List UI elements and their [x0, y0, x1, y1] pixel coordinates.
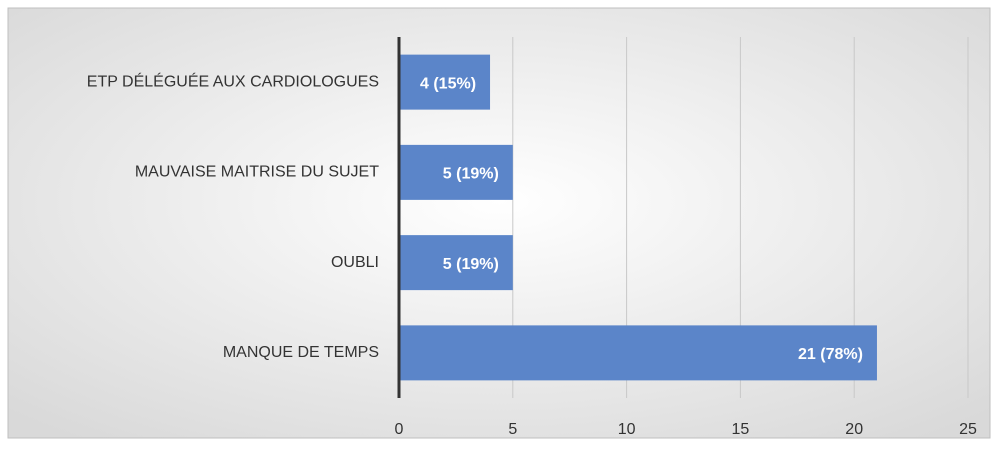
x-tick-label: 20: [845, 421, 863, 438]
bar: [399, 54, 491, 110]
y-tick-label: ETP DÉLÉGUÉE AUX CARDIOLOGUES: [87, 71, 379, 90]
value-label: 5 (19%): [443, 256, 499, 273]
x-tick-label: 25: [959, 421, 977, 438]
x-tick-label: 0: [395, 421, 404, 438]
x-tick-label: 5: [508, 421, 517, 438]
bar: [399, 235, 513, 291]
y-tick-label: MANQUE DE TEMPS: [223, 344, 379, 361]
value-label: 21 (78%): [798, 346, 863, 363]
y-tick-label: OUBLI: [331, 254, 379, 271]
y-tick-label: MAUVAISE MAITRISE DU SUJET: [135, 164, 379, 181]
value-label: 5 (19%): [443, 166, 499, 183]
value-label: 4 (15%): [420, 75, 476, 92]
x-tick-label: 10: [618, 421, 636, 438]
x-tick-label: 15: [732, 421, 750, 438]
bar: [399, 325, 877, 381]
bar: [399, 144, 513, 200]
